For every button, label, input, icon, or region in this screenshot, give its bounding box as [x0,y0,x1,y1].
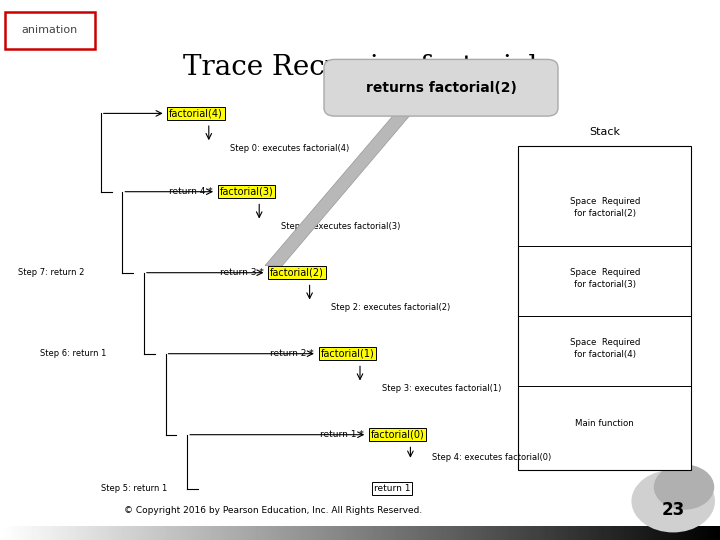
Text: Space  Required
for factorial(3): Space Required for factorial(3) [570,268,640,288]
Text: Step 1: executes factorial(3): Step 1: executes factorial(3) [281,222,400,231]
Text: Step 2: executes factorial(2): Step 2: executes factorial(2) [331,303,451,312]
Text: Step 7: return 2: Step 7: return 2 [18,268,84,277]
Text: factorial(0): factorial(0) [371,430,425,440]
Circle shape [654,464,714,510]
Text: factorial(2): factorial(2) [270,268,324,278]
Text: Trace Recursive factorial: Trace Recursive factorial [183,54,537,81]
Text: Space  Required
for factorial(4): Space Required for factorial(4) [570,338,640,359]
FancyBboxPatch shape [5,12,95,49]
Text: return 3 *: return 3 * [220,268,266,277]
Text: return 1 *: return 1 * [320,430,367,439]
Text: return 1: return 1 [374,484,410,493]
FancyBboxPatch shape [518,146,691,470]
Text: Main function: Main function [575,420,634,428]
Text: return 4 *: return 4 * [169,187,216,196]
Polygon shape [265,108,416,266]
Text: 23: 23 [662,501,685,519]
Text: factorial(1): factorial(1) [320,349,374,359]
Text: Stack: Stack [589,127,621,137]
Text: factorial(3): factorial(3) [220,187,274,197]
Text: Step 0: executes factorial(4): Step 0: executes factorial(4) [230,144,350,153]
Text: Step 4: executes factorial(0): Step 4: executes factorial(0) [432,453,552,462]
Text: Step 6: return 1: Step 6: return 1 [40,349,106,358]
Text: factorial(4): factorial(4) [169,109,223,118]
Text: Step 3: executes factorial(1): Step 3: executes factorial(1) [382,384,501,393]
Text: animation: animation [22,25,78,35]
Text: © Copyright 2016 by Pearson Education, Inc. All Rights Reserved.: © Copyright 2016 by Pearson Education, I… [125,506,423,515]
Text: return 2 *: return 2 * [270,349,317,358]
Text: returns factorial(2): returns factorial(2) [366,81,516,94]
Circle shape [631,470,715,532]
Text: Step 5: return 1: Step 5: return 1 [101,484,167,493]
Text: Space  Required
for factorial(2): Space Required for factorial(2) [570,198,640,218]
FancyBboxPatch shape [324,59,558,116]
